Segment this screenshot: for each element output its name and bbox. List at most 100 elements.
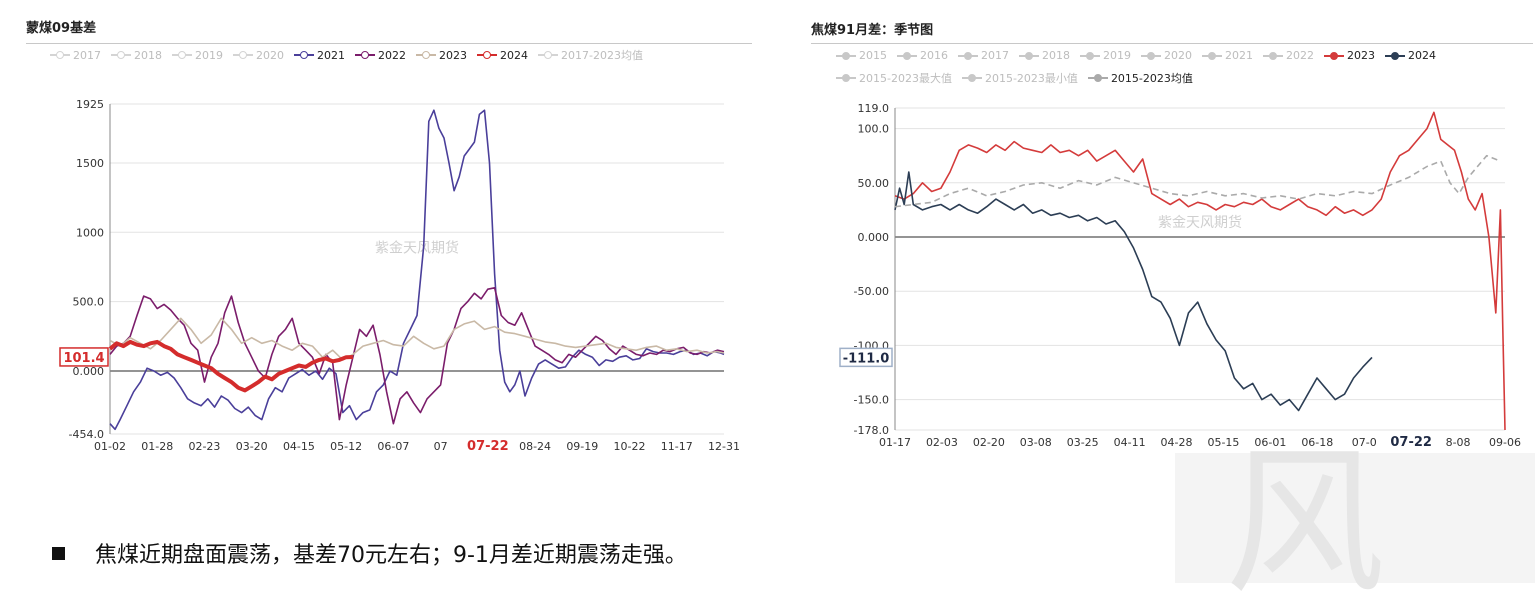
x-tick-label: 12-31 [708,440,740,453]
legend-label: 2020 [1164,49,1192,62]
legend-label: 2024 [500,48,528,62]
y-tick-label: -50.00 [854,285,889,298]
y-tick-label: 1000 [76,226,104,239]
legend-swatch-icon [836,51,856,61]
x-tick-label: 06-07 [377,440,409,453]
legend-label: 2018 [134,48,162,62]
legend-swatch-icon [477,50,497,60]
x-tick-label: 09-06 [1489,436,1521,449]
right-chart-legend[interactable]: 2015 2016 2017 2018 2019 2020 2021 2022 2023 2024… [836,49,1516,86]
legend-item-2021[interactable]: 2021 [1202,49,1253,62]
legend-item-2024[interactable]: 2024 [1385,49,1436,62]
legend-item-2015[interactable]: 2015 [836,49,887,62]
legend-swatch-icon [1202,51,1222,61]
x-tick-label: 07-22 [1390,435,1432,450]
series-line-2021 [109,109,725,431]
legend-label: 2021 [317,48,345,62]
legend-label: 2021 [1225,49,1253,62]
x-tick-label: 01-17 [879,436,911,449]
legend-swatch-icon [416,50,436,60]
legend-swatch-icon [961,73,982,83]
legend-swatch-icon [897,51,917,61]
legend-item-2020[interactable]: 2020 [1141,49,1192,62]
legend-item-2018[interactable]: 2018 [111,49,162,62]
legend-item-2015-2023最小值[interactable]: 2015-2023最小值 [961,70,1078,86]
legend-item-2023[interactable]: 2023 [416,49,467,62]
legend-swatch-icon [111,50,131,60]
x-tick-label: 07-22 [467,439,509,454]
series-line-2024 [108,339,353,393]
x-tick-label: 8-08 [1446,436,1471,449]
x-tick-label: 02-23 [188,440,220,453]
legend-label: 2022 [1286,49,1314,62]
x-tick-label: 04-15 [283,440,315,453]
x-tick-label: 02-20 [973,436,1005,449]
x-tick-label: 11-17 [661,440,693,453]
series-line-2023 [109,317,725,361]
legend-label: 2015-2023最小值 [984,72,1078,85]
summary-text: 焦煤近期盘面震荡，基差70元左右；9-1月差近期震荡走强。 [95,543,687,568]
legend-item-2024[interactable]: 2024 [477,49,528,62]
legend-item-2017[interactable]: 2017 [958,49,1009,62]
right-title-rule [811,43,1533,44]
y-tick-label: -178.0 [854,424,889,437]
x-tick-label: 07-0 [1352,436,1377,449]
left-chart-legend[interactable]: 2017 2018 2019 2020 2021 2022 2023 2024 2017-202… [50,47,750,63]
series-line-2024 [894,171,1373,412]
y-tick-label: 0.000 [73,365,105,378]
y-tick-label: 1925 [76,98,104,111]
current-value-badge [59,347,109,367]
current-value-badge [839,347,893,368]
legend-item-2015-2023均值[interactable]: 2015-2023均值 [1087,70,1193,86]
y-tick-label: 0.000 [858,231,890,244]
x-tick-label: 05-12 [330,440,362,453]
legend-item-2017[interactable]: 2017 [50,49,101,62]
left-title-rule [26,43,752,44]
current-value-label: 101.4 [63,351,104,366]
legend-item-2020[interactable]: 2020 [233,49,284,62]
legend-swatch-icon [355,50,375,60]
legend-item-2015-2023最大值[interactable]: 2015-2023最大值 [836,70,952,86]
y-tick-label: 1500 [76,157,104,170]
legend-item-2023[interactable]: 2023 [1324,49,1375,62]
legend-label: 2019 [195,48,223,62]
right-chart-title: 焦煤91月差：季节图 [811,23,934,38]
background-watermark: 风 [1175,443,1535,603]
legend-item-2016[interactable]: 2016 [897,49,948,62]
legend-swatch-icon [538,50,558,60]
x-tick-label: 04-28 [1161,436,1193,449]
x-tick-label: 03-08 [1020,436,1052,449]
legend-label: 2016 [920,49,948,62]
legend-item-2017-2023均值[interactable]: 2017-2023均值 [538,47,643,63]
watermark-glyph: 风 [1225,429,1386,616]
legend-label: 2020 [256,48,284,62]
summary-bullet: 焦煤近期盘面震荡，基差70元左右；9-1月差近期震荡走强。 [52,537,687,569]
right-chart-plot: 119.0100.050.000.000-50.00-100.0-150.0-1… [839,102,1521,450]
x-tick-label: 06-01 [1254,436,1286,449]
legend-label: 2017-2023均值 [561,49,643,62]
legend-swatch-icon [1385,51,1405,61]
current-value-label: -111.0 [843,351,890,366]
y-tick-label: 500.0 [73,296,105,309]
legend-item-2019[interactable]: 2019 [172,49,223,62]
y-tick-label: -454.0 [69,428,104,441]
legend-item-2018[interactable]: 2018 [1019,49,1070,62]
legend-item-2019[interactable]: 2019 [1080,49,1131,62]
legend-item-2021[interactable]: 2021 [294,49,345,62]
legend-label: 2015 [859,49,887,62]
legend-item-2022[interactable]: 2022 [355,49,406,62]
legend-swatch-icon [836,73,856,83]
legend-label: 2024 [1408,49,1436,62]
legend-label: 2023 [439,48,467,62]
legend-label: 2022 [378,48,406,62]
legend-swatch-icon [172,50,192,60]
legend-item-2022[interactable]: 2022 [1263,49,1314,62]
chart-watermark: 紫金天风期货 [1158,214,1242,231]
legend-label: 2023 [1347,49,1375,62]
legend-swatch-icon [1263,51,1283,61]
x-tick-label: 08-24 [519,440,551,453]
y-tick-label: 119.0 [858,102,890,115]
x-tick-label: 01-28 [141,440,173,453]
left-chart-plot: 1925 1500 1000 500.0 0.000 -454.0 紫金天风期货 01-02 0… [59,98,740,454]
x-tick-label: 04-11 [1114,436,1146,449]
